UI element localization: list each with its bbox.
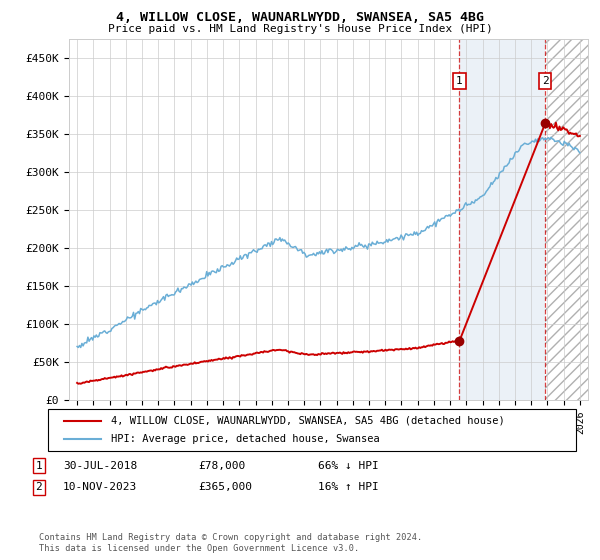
Bar: [545, 39, 588, 400]
Text: 1: 1: [35, 461, 43, 471]
Text: 2: 2: [35, 482, 43, 492]
Text: 4, WILLOW CLOSE, WAUNARLWYDD, SWANSEA, SA5 4BG (detached house): 4, WILLOW CLOSE, WAUNARLWYDD, SWANSEA, S…: [112, 416, 505, 426]
Text: Price paid vs. HM Land Registry's House Price Index (HPI): Price paid vs. HM Land Registry's House …: [107, 24, 493, 34]
Text: 2: 2: [542, 76, 549, 86]
Bar: [460, 39, 545, 400]
Text: 30-JUL-2018: 30-JUL-2018: [63, 461, 137, 471]
Text: HPI: Average price, detached house, Swansea: HPI: Average price, detached house, Swan…: [112, 434, 380, 444]
Text: £365,000: £365,000: [198, 482, 252, 492]
Text: £78,000: £78,000: [198, 461, 245, 471]
FancyBboxPatch shape: [48, 409, 576, 451]
Text: 16% ↑ HPI: 16% ↑ HPI: [318, 482, 379, 492]
Text: 1: 1: [456, 76, 463, 86]
Text: Contains HM Land Registry data © Crown copyright and database right 2024.
This d: Contains HM Land Registry data © Crown c…: [39, 533, 422, 553]
Text: 10-NOV-2023: 10-NOV-2023: [63, 482, 137, 492]
Text: 66% ↓ HPI: 66% ↓ HPI: [318, 461, 379, 471]
Text: 4, WILLOW CLOSE, WAUNARLWYDD, SWANSEA, SA5 4BG: 4, WILLOW CLOSE, WAUNARLWYDD, SWANSEA, S…: [116, 11, 484, 24]
